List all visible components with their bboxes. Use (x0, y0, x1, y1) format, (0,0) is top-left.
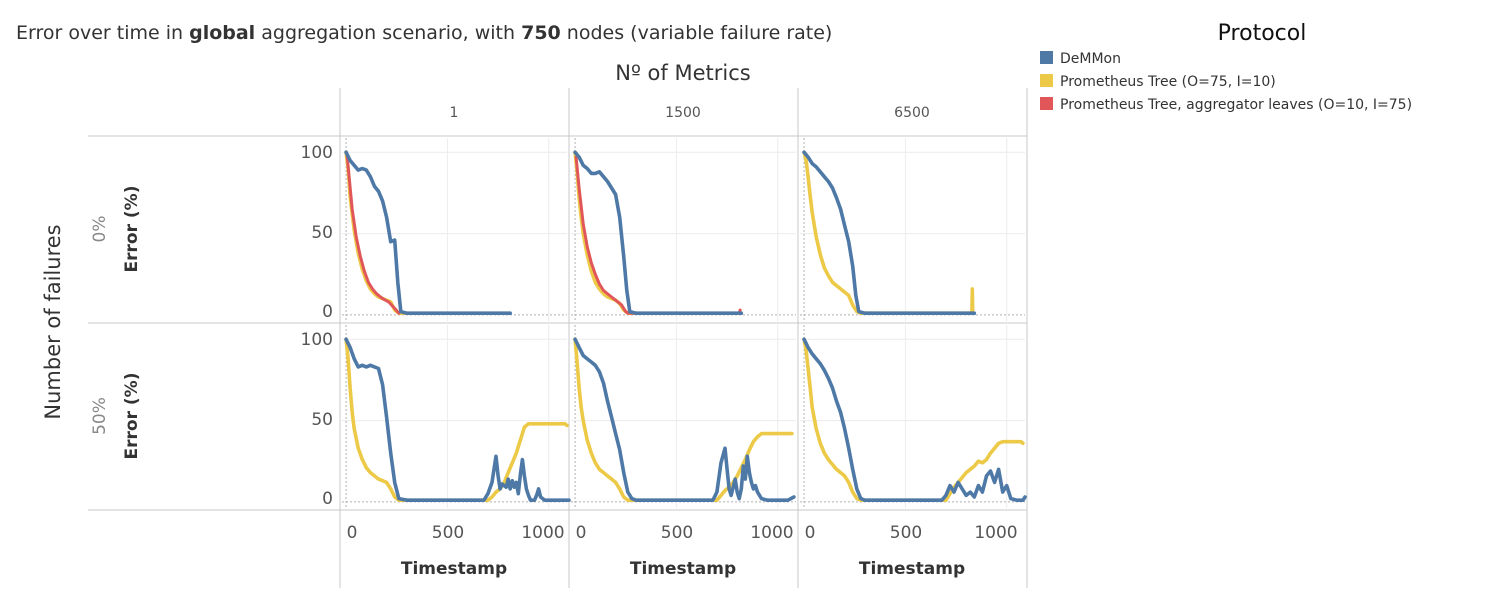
column-label-1: 1 (450, 105, 459, 121)
legend-swatch-prometheus-tree (1040, 74, 1053, 87)
y-tick-label: 100 (301, 143, 333, 163)
series-line-demmon (802, 337, 1027, 502)
x-tick-label: 500 (661, 523, 693, 543)
series-line-prometheus-tree (802, 337, 1025, 502)
y-tick-label: 50 (311, 223, 333, 243)
legend: Protocol DeMMon Prometheus Tree (O=75, I… (1040, 21, 1412, 113)
panel-50pct-metrics-1500 (571, 325, 796, 508)
table-frame (88, 88, 1028, 588)
y-axis-title-row-50pct: Error (%) (122, 373, 142, 460)
chart-title: Error over time in global aggregation sc… (16, 22, 832, 44)
series-line-prometheus-tree (573, 337, 794, 502)
x-tick-label: 500 (890, 523, 922, 543)
legend-label-prometheus-tree: Prometheus Tree (O=75, I=10) (1060, 74, 1276, 90)
x-ticks-col-1500: 0 500 1000 (576, 523, 794, 543)
panel-50pct-metrics-1 (342, 325, 571, 508)
row-header-title: Number of failures (41, 224, 65, 419)
legend-label-demmon: DeMMon (1060, 51, 1121, 67)
series-line-demmon (344, 337, 571, 502)
x-tick-label: 0 (576, 523, 587, 543)
y-axis-title-row-0pct: Error (%) (122, 186, 142, 273)
legend-label-prometheus-aggregator: Prometheus Tree, aggregator leaves (O=10… (1060, 97, 1412, 113)
legend-swatch-prometheus-aggregator (1040, 97, 1053, 110)
x-axis-title-col-1: Timestamp (401, 559, 507, 579)
x-ticks-col-1: 0 500 1000 (347, 523, 565, 543)
series-line-demmon (573, 337, 796, 502)
y-tick-label: 0 (322, 302, 333, 322)
y-tick-label: 100 (301, 330, 333, 350)
x-tick-label: 1000 (750, 523, 793, 543)
series-line-prometheus-aggregator (345, 154, 401, 315)
series-line-demmon (802, 150, 977, 315)
x-tick-label: 500 (432, 523, 464, 543)
panel-0pct-metrics-6500 (800, 138, 1025, 321)
x-tick-label: 1000 (521, 523, 564, 543)
column-label-1500: 1500 (665, 105, 701, 121)
x-ticks-col-6500: 0 500 1000 (805, 523, 1018, 543)
legend-title: Protocol (1218, 21, 1307, 46)
x-axis-title-col-6500: Timestamp (859, 559, 965, 579)
column-label-6500: 6500 (894, 105, 930, 121)
series-line-demmon (573, 150, 744, 315)
x-tick-label: 1000 (974, 523, 1017, 543)
y-ticks-row-0pct: 100 50 0 (301, 143, 333, 322)
y-tick-label: 50 (311, 410, 333, 430)
series-line-prometheus-aggregator (574, 155, 742, 315)
plot-panels (342, 138, 1027, 508)
x-axis-title-col-1500: Timestamp (630, 559, 736, 579)
series-line-prometheus-tree (344, 337, 569, 502)
panel-0pct-metrics-1 (342, 138, 567, 321)
panel-0pct-metrics-1500 (571, 138, 796, 321)
legend-swatch-demmon (1040, 51, 1053, 64)
row-label-50pct: 50% (90, 397, 110, 435)
y-ticks-row-50pct: 100 50 0 (301, 330, 333, 509)
row-label-0pct: 0% (90, 216, 110, 243)
panel-50pct-metrics-6500 (800, 325, 1027, 508)
series-line-prometheus-tree (802, 150, 975, 315)
x-tick-label: 0 (805, 523, 816, 543)
column-header-title: Nº of Metrics (615, 61, 750, 85)
y-tick-label: 0 (322, 489, 333, 509)
x-tick-label: 0 (347, 523, 358, 543)
series-line-demmon (344, 150, 512, 315)
